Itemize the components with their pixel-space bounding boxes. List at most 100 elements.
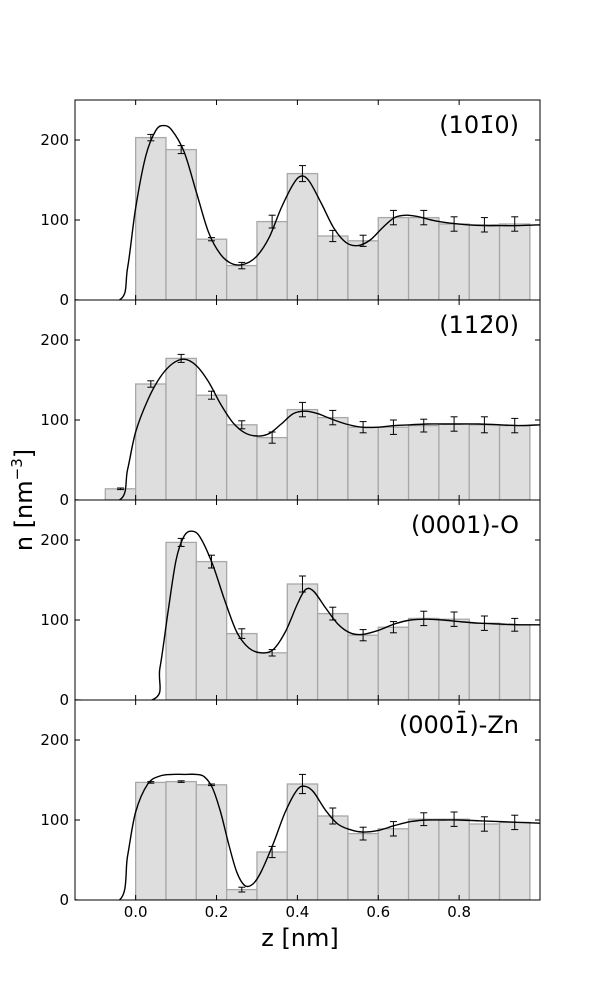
y-tick-label: 100 (40, 211, 69, 229)
plot-area (75, 530, 540, 700)
histogram-bar (498, 223, 531, 300)
histogram-bar (377, 426, 410, 500)
histogram-bar (347, 634, 379, 700)
histogram-bar (407, 424, 440, 500)
histogram-bar (256, 851, 288, 900)
error-bar (450, 611, 458, 627)
error-bar (298, 773, 306, 795)
y-tick-label: 0 (59, 491, 69, 509)
x-tick-label: 0.4 (285, 903, 309, 921)
panel-label: (112̄0) (439, 311, 519, 339)
histogram-bar (195, 560, 228, 700)
panel-label: (101̄0) (439, 111, 519, 139)
x-tick-labels: 0.0 0.2 0.4 0.6 0.8 (124, 903, 471, 921)
panel-1: 0 100 200 (101̄0) (40, 99, 541, 309)
histogram-bar (468, 622, 501, 700)
histogram-bar (347, 240, 379, 300)
error-bar (147, 380, 155, 388)
y-tick-label: 200 (40, 531, 69, 549)
y-tick-label: 0 (59, 891, 69, 909)
error-bar (116, 487, 124, 491)
y-tick-label: 100 (40, 811, 69, 829)
histogram-bar (377, 626, 410, 700)
histogram-bar (165, 780, 197, 900)
error-bar (177, 780, 185, 783)
panel-3: 0 100 200 (0001)-O (40, 499, 541, 709)
histogram-bar (438, 618, 470, 700)
histogram-bar (438, 223, 470, 300)
histogram-bar (468, 224, 501, 300)
plot-area (75, 773, 540, 900)
histogram-bar (316, 235, 349, 300)
y-tick-label: 100 (40, 611, 69, 629)
error-bar (238, 886, 246, 893)
histogram-bar (256, 652, 288, 700)
density-curve (75, 773, 540, 900)
histogram-bar (195, 238, 228, 300)
error-bar (389, 821, 397, 837)
histogram-bar (104, 488, 137, 500)
histogram-bar (286, 172, 319, 300)
histogram-bar (256, 436, 288, 500)
plot-area (75, 353, 540, 500)
error-bar (238, 628, 246, 639)
x-tick-label: 0.8 (447, 903, 471, 921)
density-curve (75, 530, 540, 700)
histogram-bar (316, 416, 349, 500)
histogram-bar (468, 823, 501, 900)
histogram-bar (438, 818, 470, 900)
histogram-bar (498, 821, 531, 900)
panels-layer: 0 100 200 (101̄0) 0 100 200 (112̄0) 0 100 200 (0001… (40, 99, 541, 909)
density-curve (75, 358, 540, 500)
histogram-bar (498, 424, 531, 500)
error-bar (298, 575, 306, 593)
error-bar (329, 409, 337, 426)
histogram-bar (195, 394, 228, 500)
error-bar (177, 353, 185, 363)
density-curve (75, 124, 540, 300)
histogram-bar (377, 216, 410, 300)
y-tick-label: 100 (40, 411, 69, 429)
error-bar (420, 812, 428, 827)
error-bar (420, 610, 428, 627)
y-tick-label: 0 (59, 291, 69, 309)
error-bar (389, 621, 397, 634)
panel-frame (74, 699, 541, 901)
error-bar (238, 261, 246, 270)
histogram-bar (316, 815, 349, 900)
histogram-bar (498, 624, 531, 700)
histogram-bar (165, 541, 197, 700)
y-tick-label: 0 (59, 691, 69, 709)
histogram-bar (438, 423, 470, 500)
error-bar (298, 165, 306, 183)
histogram-bar (407, 818, 440, 900)
histogram-bar (286, 408, 319, 500)
error-bar (480, 217, 488, 233)
histogram-bar (347, 426, 379, 500)
histogram-bar (135, 383, 167, 500)
error-bar (420, 418, 428, 433)
x-tick-label: 0.2 (205, 903, 229, 921)
error-bar (389, 419, 397, 435)
histogram-bar (135, 136, 167, 300)
y-axis-label-end: ] (10, 449, 38, 458)
panel-4: 0 100 200 (0001̄)-Zn (40, 699, 541, 909)
histogram-bar (286, 783, 319, 900)
error-bar (359, 629, 367, 642)
histogram-bar (195, 784, 228, 900)
error-bar (268, 214, 276, 229)
y-axis-label-main: n [nm (10, 480, 38, 551)
panel-label: (0001̄)-Zn (399, 710, 519, 739)
panel-label: (0001)-O (411, 511, 519, 539)
y-axis-label: n [nm−3] (8, 449, 38, 551)
histogram-bar (286, 583, 319, 700)
error-bar (511, 216, 519, 232)
y-axis-label-sup: −3 (8, 458, 26, 480)
histogram-bar (407, 216, 440, 300)
y-tick-label: 200 (40, 731, 69, 749)
plot-area (75, 124, 540, 300)
y-tick-label: 200 (40, 131, 69, 149)
histogram-bar (468, 424, 501, 500)
error-bar (480, 816, 488, 832)
